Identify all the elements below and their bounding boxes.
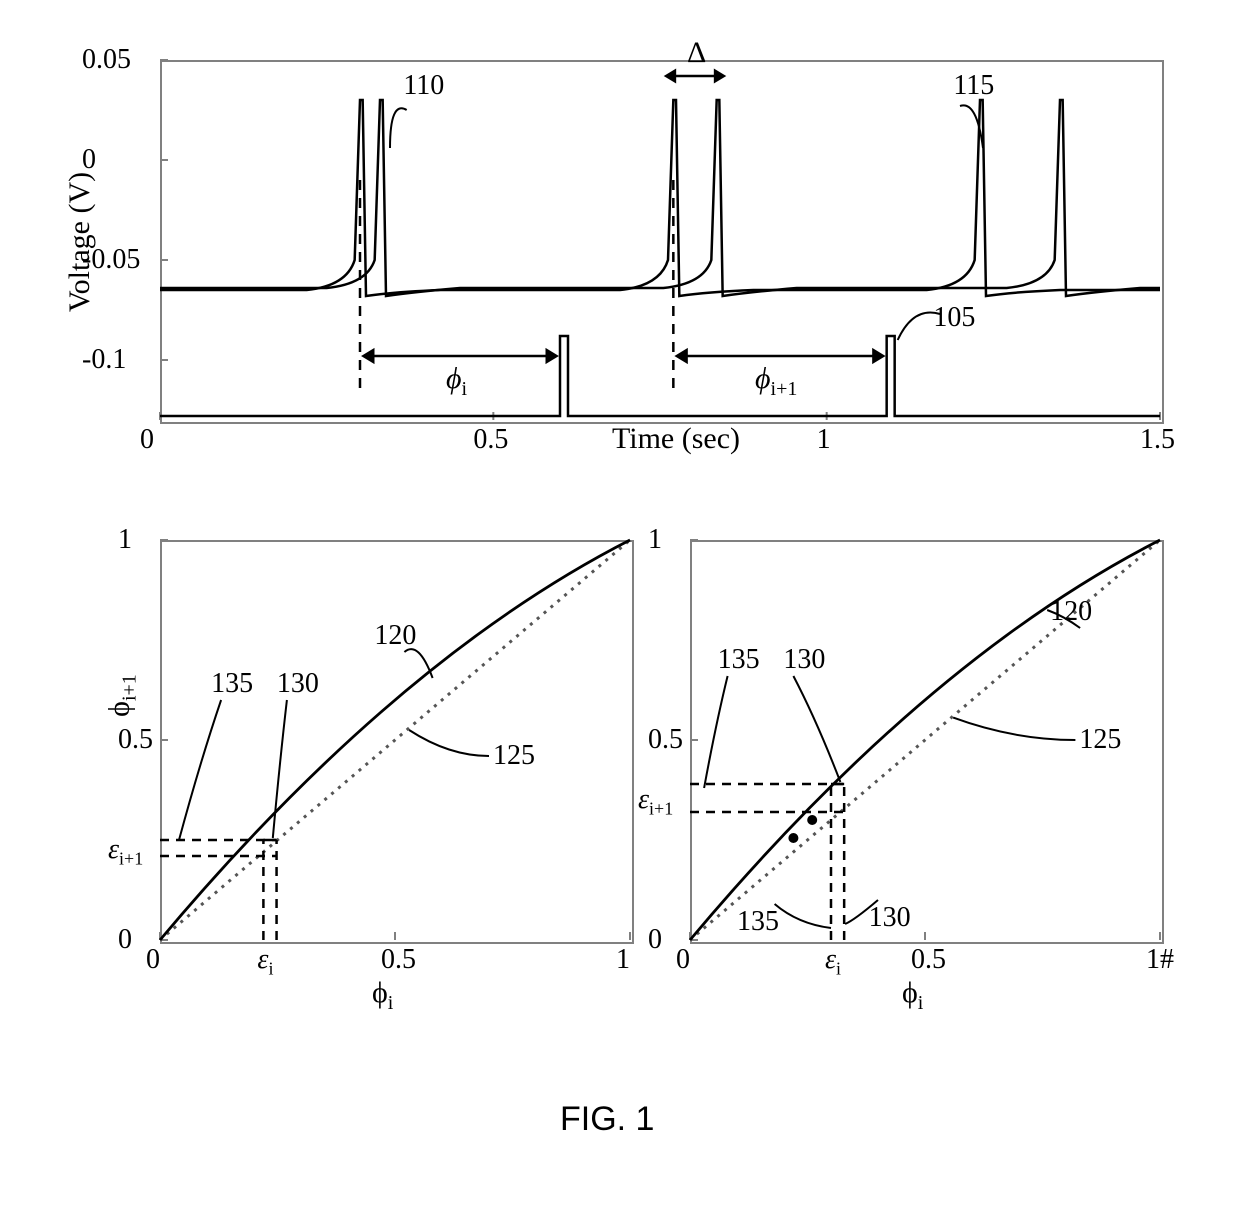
bottom-left-svg (160, 540, 630, 940)
callout-105: 105 (933, 302, 975, 334)
callout-125: 125 (493, 740, 535, 772)
callout-130b: 130 (869, 902, 911, 934)
eps-ip1-label: εi+1 (108, 834, 143, 870)
callout-130: 130 (783, 644, 825, 676)
top-xtick: 0 (140, 424, 154, 456)
top-xtick: 0.5 (473, 424, 508, 456)
top-xtick: 1 (817, 424, 831, 456)
bottom-left-xlabel: ϕi (372, 976, 393, 1015)
callout-125: 125 (1079, 724, 1121, 756)
top-xlabel: Time (sec) (596, 422, 756, 456)
callout-130: 130 (277, 668, 319, 700)
figure-label: FIG. 1 (560, 1100, 654, 1139)
phi-i-label: ϕi (446, 362, 467, 401)
delta-label: Δ (687, 36, 706, 70)
callout-135b: 135 (737, 906, 779, 938)
top-ytick: -0.05 (82, 244, 140, 276)
top-ytick: -0.1 (82, 344, 126, 376)
top-ytick: 0 (82, 144, 96, 176)
figure-container: Voltage (V) Time (sec) ϕi+1 ϕi ϕi FIG. 1… (0, 0, 1240, 1225)
eps-i-label: εi (257, 944, 273, 980)
callout-120: 120 (1050, 596, 1092, 628)
top-ytick: 0.05 (82, 44, 131, 76)
eps-ip1-label: εi+1 (638, 784, 673, 820)
top-xtick: 1.5 (1140, 424, 1175, 456)
callout-120: 120 (374, 620, 416, 652)
callout-135: 135 (718, 644, 760, 676)
eps-i-label: εi (825, 944, 841, 980)
top-chart-svg (160, 60, 1160, 420)
phi-ip1-label: ϕi+1 (755, 362, 797, 401)
bottom-right-xlabel: ϕi (902, 976, 923, 1015)
callout-110: 110 (403, 70, 444, 102)
callout-135: 135 (211, 668, 253, 700)
callout-115: 115 (953, 70, 994, 102)
